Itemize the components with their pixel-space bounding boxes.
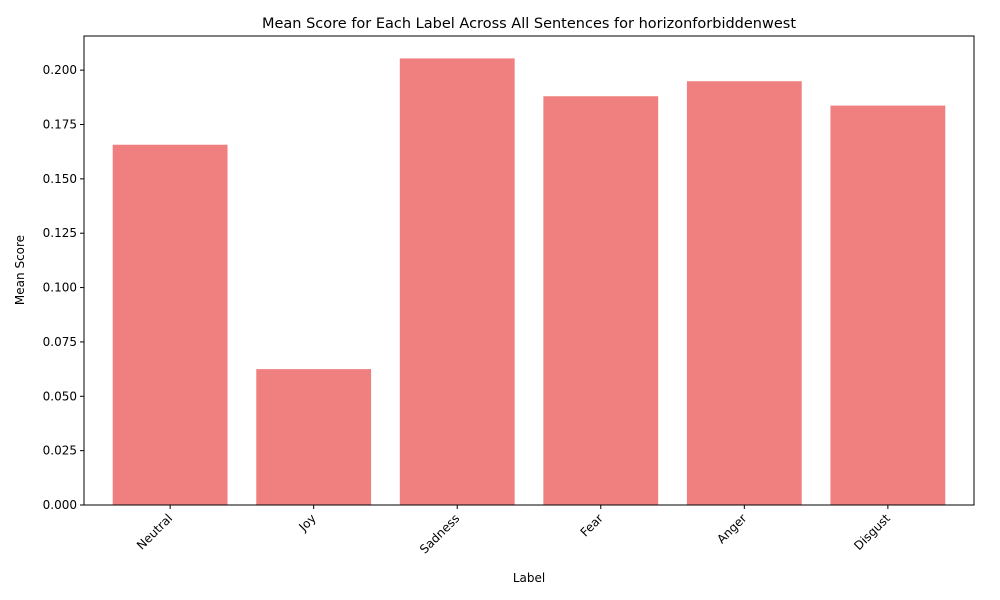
x-tick-label-sadness: Sadness	[417, 511, 462, 556]
y-tick-label: 0.025	[43, 444, 77, 458]
y-tick-label: 0.075	[43, 335, 77, 349]
bar-sadness	[399, 58, 515, 506]
x-tick-label-anger: Anger	[714, 511, 749, 546]
y-tick-label: 0.000	[43, 498, 77, 512]
y-tick-label: 0.125	[43, 226, 77, 240]
x-axis-label: Label	[513, 571, 545, 585]
y-axis-ticks: 0.000 0.025 0.050 0.075 0.100 0.125 0.150 0.175…	[43, 63, 84, 512]
bar-fear	[543, 96, 659, 505]
x-tick-label-disgust: Disgust	[851, 511, 893, 553]
x-tick-label-joy: Joy	[295, 511, 318, 534]
y-tick-label: 0.050	[43, 389, 77, 403]
chart-title: Mean Score for Each Label Across All Sen…	[262, 16, 796, 32]
bar-neutral	[112, 144, 228, 505]
plot-frame	[83, 35, 975, 506]
bars-layer	[112, 58, 946, 506]
y-axis-label: Mean Score	[13, 235, 27, 305]
y-tick-label: 0.175	[43, 117, 77, 131]
y-tick-label: 0.200	[43, 63, 77, 77]
x-tick-label-neutral: Neutral	[134, 511, 175, 552]
bar-anger	[686, 81, 802, 505]
bar-disgust	[830, 105, 946, 505]
x-tick-label-fear: Fear	[578, 511, 606, 539]
y-tick-label: 0.150	[43, 172, 77, 186]
y-tick-label: 0.100	[43, 281, 77, 295]
x-axis-ticks: Neutral Joy Sadness Fear Anger Disgust	[134, 505, 893, 557]
bar-joy	[256, 369, 372, 505]
